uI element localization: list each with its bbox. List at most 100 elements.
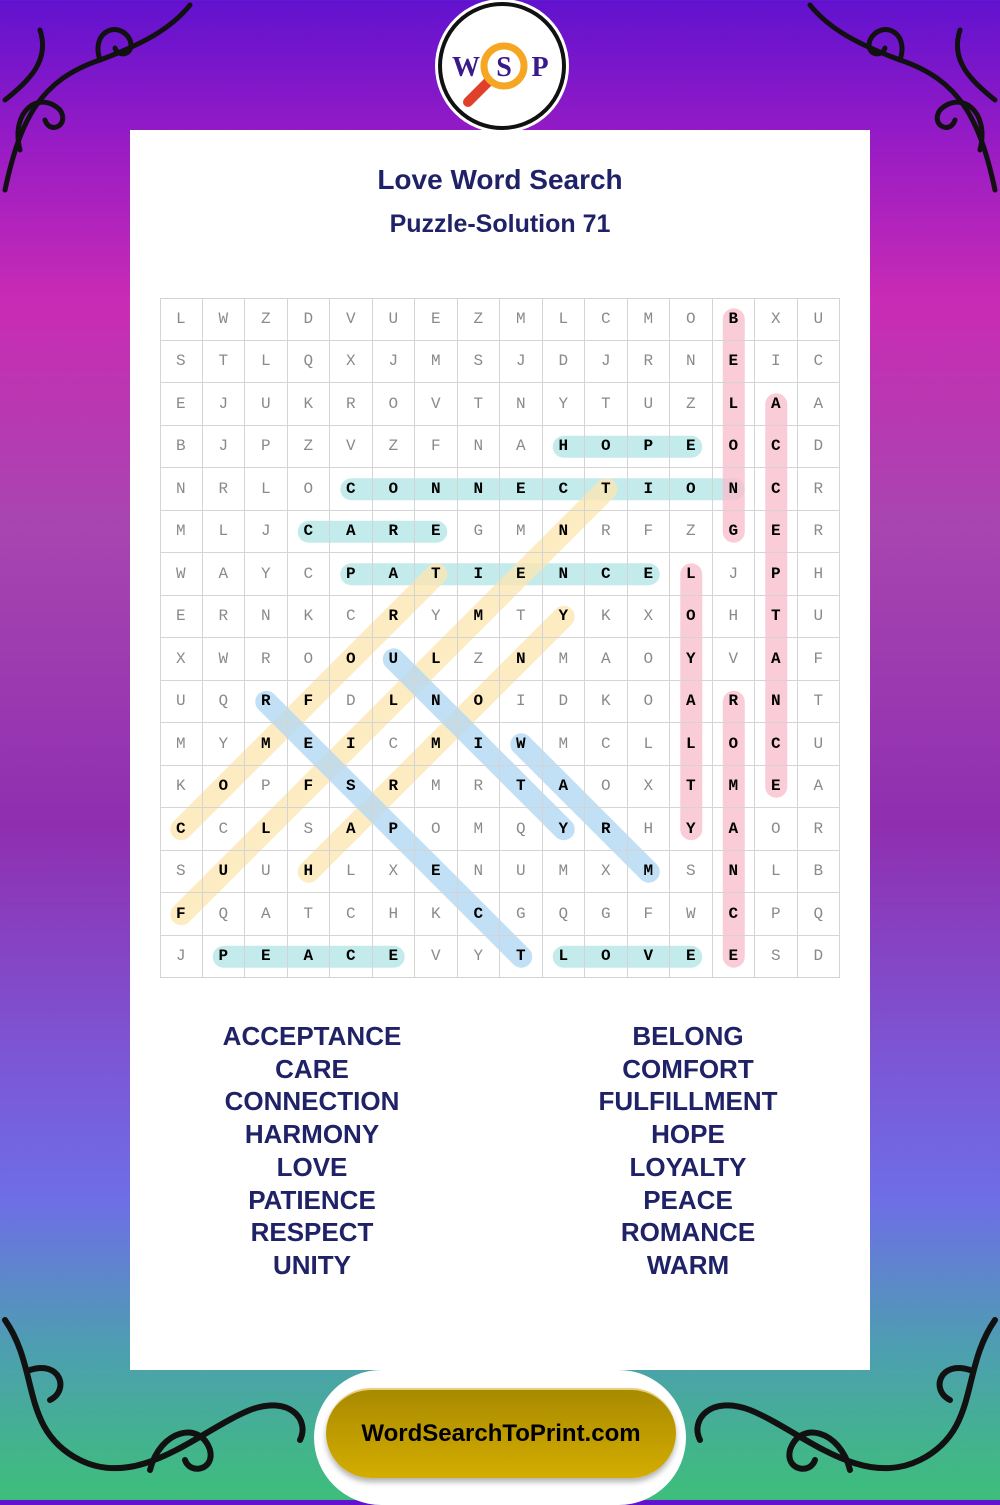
grid-cell: O	[712, 425, 755, 468]
grid-cell: Q	[500, 808, 543, 851]
word-list-item: LOYALTY	[629, 1151, 747, 1182]
grid-cell: K	[160, 765, 203, 808]
grid-cell: E	[415, 510, 458, 553]
grid-cell: C	[755, 723, 798, 766]
grid-cell: T	[457, 383, 500, 426]
grid-cell: T	[755, 595, 798, 638]
grid-cell: A	[797, 383, 840, 426]
grid-cell: H	[372, 893, 415, 936]
grid-cell: O	[457, 680, 500, 723]
grid-cell: Z	[457, 298, 500, 341]
grid-cell: Y	[542, 808, 585, 851]
grid-cell: M	[712, 765, 755, 808]
grid-cell: E	[670, 425, 713, 468]
grid-cell: K	[415, 893, 458, 936]
grid-cell: C	[330, 468, 373, 511]
grid-cell: V	[330, 425, 373, 468]
grid-cell: Y	[542, 595, 585, 638]
grid-cell: O	[755, 808, 798, 851]
grid-cell: Y	[202, 723, 245, 766]
grid-cell: T	[585, 468, 628, 511]
grid-cell: C	[797, 340, 840, 383]
word-list-item: UNITY	[273, 1249, 351, 1280]
grid-cell: R	[372, 595, 415, 638]
grid-cell: B	[797, 850, 840, 893]
grid-cell: R	[372, 510, 415, 553]
grid-cell: D	[797, 935, 840, 978]
grid-cell: M	[415, 723, 458, 766]
grid-cell: N	[712, 850, 755, 893]
grid-cell: M	[160, 510, 203, 553]
grid-cell: M	[542, 723, 585, 766]
grid-cell: M	[457, 595, 500, 638]
grid-cell: E	[755, 510, 798, 553]
grid-cell: V	[330, 298, 373, 341]
grid-cell: L	[755, 850, 798, 893]
grid-cell: C	[287, 553, 330, 596]
grid-cell: C	[542, 468, 585, 511]
word-list-item: LOVE	[276, 1151, 348, 1182]
grid-cell: N	[500, 383, 543, 426]
website-link-button[interactable]: WordSearchToPrint.com	[326, 1388, 676, 1478]
grid-cell: A	[287, 935, 330, 978]
grid-cell: U	[372, 638, 415, 681]
logo-letter-p: P	[531, 52, 548, 83]
grid-cell: Y	[670, 638, 713, 681]
grid-cell: Z	[670, 510, 713, 553]
grid-cell: Y	[542, 383, 585, 426]
grid-cell: L	[542, 935, 585, 978]
page-subtitle: Puzzle-Solution 71	[389, 210, 611, 238]
grid-cell: L	[712, 383, 755, 426]
grid-cell: A	[755, 383, 798, 426]
grid-cell: R	[330, 383, 373, 426]
word-list-item: FULFILLMENT	[598, 1086, 778, 1117]
grid-cell: G	[585, 893, 628, 936]
grid-cell: N	[245, 595, 288, 638]
grid-cell: R	[797, 468, 840, 511]
grid-cell: I	[627, 468, 670, 511]
grid-cell: P	[202, 935, 245, 978]
grid-cell: R	[585, 510, 628, 553]
grid-cell: S	[670, 850, 713, 893]
grid-cell: D	[797, 425, 840, 468]
grid-cell: U	[500, 850, 543, 893]
grid-cell: O	[585, 935, 628, 978]
grid-cell: L	[670, 553, 713, 596]
grid-cell: C	[457, 893, 500, 936]
ornament-top-left	[2, 2, 193, 193]
grid-cell: C	[755, 468, 798, 511]
grid-cell: C	[712, 893, 755, 936]
grid-cell: X	[372, 850, 415, 893]
grid-cell: E	[245, 935, 288, 978]
grid-cell: A	[542, 765, 585, 808]
grid-cell: P	[245, 425, 288, 468]
grid-cell: P	[372, 808, 415, 851]
grid-cell: T	[670, 765, 713, 808]
grid-cell: U	[797, 298, 840, 341]
word-list-item: HARMONY	[244, 1119, 380, 1150]
grid-cell: U	[245, 383, 288, 426]
grid-cell: F	[627, 893, 670, 936]
grid-cell: C	[202, 808, 245, 851]
grid-cell: M	[500, 510, 543, 553]
grid-cell: N	[670, 340, 713, 383]
grid-cell: M	[457, 808, 500, 851]
grid-cell: N	[542, 553, 585, 596]
word-list-item: ROMANCE	[620, 1217, 756, 1248]
grid-cell: E	[415, 850, 458, 893]
word-list-item: RESPECT	[250, 1217, 374, 1248]
grid-cell: N	[415, 468, 458, 511]
grid-cell: N	[457, 850, 500, 893]
grid-cell: L	[670, 723, 713, 766]
grid-cell: U	[202, 850, 245, 893]
grid-cell: W	[500, 723, 543, 766]
grid-cell: T	[500, 935, 543, 978]
site-logo[interactable]: W S P	[438, 2, 566, 130]
grid-cell: X	[160, 638, 203, 681]
grid-cell: A	[500, 425, 543, 468]
grid-cell: F	[287, 765, 330, 808]
grid-cell: O	[372, 468, 415, 511]
grid-cell: L	[202, 510, 245, 553]
grid-cell: Y	[415, 595, 458, 638]
